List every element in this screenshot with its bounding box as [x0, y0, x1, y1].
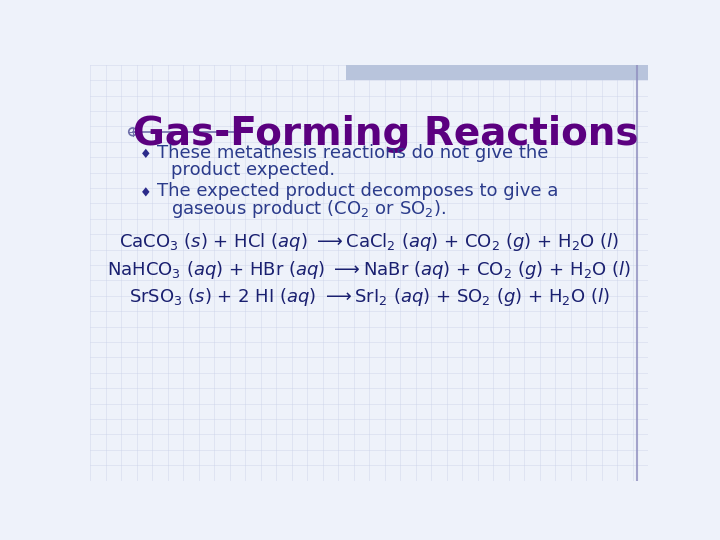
Text: product expected.: product expected. — [171, 161, 335, 179]
Polygon shape — [142, 187, 150, 197]
Text: SrSO$_3$ ($s$) + 2 HI ($aq$) $\longrightarrow$SrI$_2$ ($aq$) + SO$_2$ ($g$) + H$: SrSO$_3$ ($s$) + 2 HI ($aq$) $\longright… — [129, 286, 609, 308]
Text: gaseous product (CO$_2$ or SO$_2$).: gaseous product (CO$_2$ or SO$_2$). — [171, 198, 446, 220]
Polygon shape — [142, 148, 150, 158]
Text: The expected product decomposes to give a: The expected product decomposes to give … — [157, 182, 558, 200]
Text: NaHCO$_3$ ($aq$) + HBr ($aq$) $\longrightarrow$NaBr ($aq$) + CO$_2$ ($g$) + H$_2: NaHCO$_3$ ($aq$) + HBr ($aq$) $\longrigh… — [107, 259, 631, 281]
FancyBboxPatch shape — [346, 65, 648, 80]
Text: Gas-Forming Reactions: Gas-Forming Reactions — [132, 115, 638, 153]
Text: CaCO$_3$ ($s$) + HCl ($aq$) $\longrightarrow$CaCl$_2$ ($aq$) + CO$_2$ ($g$) + H$: CaCO$_3$ ($s$) + HCl ($aq$) $\longrighta… — [119, 231, 619, 253]
Text: These metathesis reactions do not give the: These metathesis reactions do not give t… — [157, 144, 548, 161]
